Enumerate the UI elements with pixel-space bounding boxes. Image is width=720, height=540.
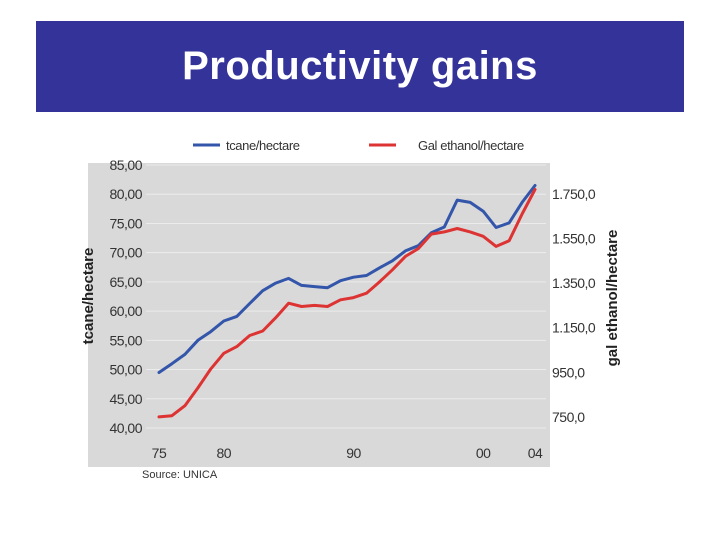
x-tick-label: 75 (152, 445, 167, 461)
left-tick-label: 60,00 (109, 303, 142, 319)
source-note: Source: UNICA (142, 469, 218, 481)
right-axis-title: gal ethanol/hectare (604, 230, 621, 367)
left-axis-title: tcane/hectare (80, 248, 97, 345)
grid-lines (146, 164, 546, 429)
right-tick-label: 1.750,0 (552, 186, 596, 202)
right-tick-label: 950,0 (552, 364, 585, 380)
left-tick-label: 75,00 (109, 215, 142, 231)
x-tick-label: 04 (528, 445, 543, 461)
x-tick-label: 80 (217, 445, 232, 461)
series-line-1 (157, 184, 537, 374)
right-tick-label: 1.150,0 (552, 320, 596, 336)
x-axis-ticks: 75 80 90 00 04 (152, 445, 544, 461)
legend: tcane/hectare Gal ethanol/hectare (193, 138, 524, 153)
title-banner: Productivity gains (36, 21, 684, 112)
left-tick-label: 50,00 (109, 362, 142, 378)
left-tick-label: 85,00 (109, 157, 142, 173)
left-tick-label: 80,00 (109, 186, 142, 202)
left-tick-label: 65,00 (109, 274, 142, 290)
right-tick-label: 750,0 (552, 409, 585, 425)
left-axis-ticks: 40,00 45,00 50,00 55,00 60,00 65,00 70,00 75,00… (109, 157, 143, 436)
series-line-2 (157, 188, 537, 419)
left-tick-label: 55,00 (109, 332, 142, 348)
slide-title: Productivity gains (182, 44, 538, 88)
left-tick-label: 70,00 (109, 245, 142, 261)
right-axis-ticks: 750,0 950,0 1.150,0 1.350,0 1.550,0 1.750,0 (552, 186, 596, 425)
left-tick-label: 45,00 (109, 391, 142, 407)
legend-label-1: tcane/hectare (226, 138, 300, 153)
right-tick-label: 1.550,0 (552, 231, 596, 247)
legend-label-2: Gal ethanol/hectare (418, 138, 524, 153)
series-lines (157, 184, 537, 419)
x-tick-label: 00 (476, 445, 491, 461)
left-tick-label: 40,00 (109, 420, 142, 436)
x-tick-label: 90 (346, 445, 361, 461)
right-tick-label: 1.350,0 (552, 275, 596, 291)
